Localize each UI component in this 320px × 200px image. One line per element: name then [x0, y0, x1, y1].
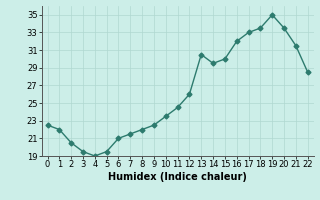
X-axis label: Humidex (Indice chaleur): Humidex (Indice chaleur)	[108, 172, 247, 182]
